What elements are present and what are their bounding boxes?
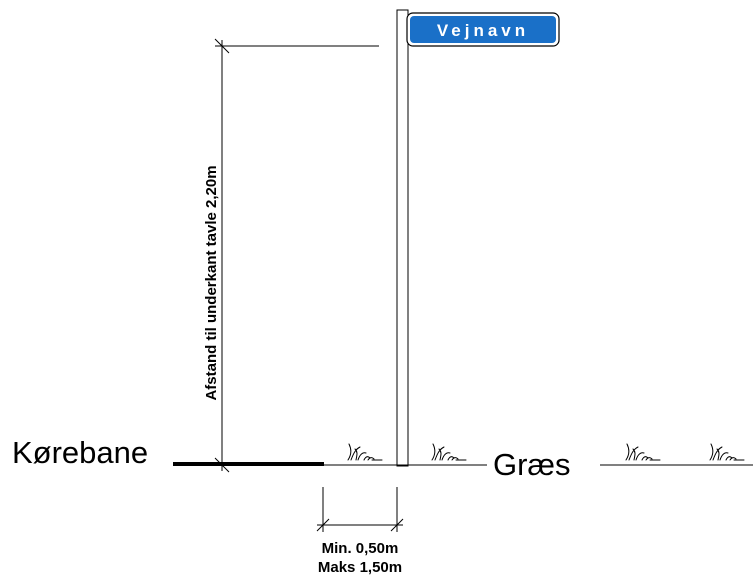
sign-face: [410, 16, 556, 43]
offset-dimension: Min. 0,50m Maks 1,50m: [316, 487, 404, 576]
sign-label: Vejnavn: [437, 21, 529, 40]
grass-tuft: [625, 443, 661, 461]
grass-tuft: [347, 443, 383, 461]
road-label: Kørebane: [12, 435, 148, 470]
tick: [316, 518, 330, 532]
pole: [396, 9, 409, 467]
offset-min-label: Min. 0,50m: [322, 540, 399, 557]
street-sign: Vejnavn: [406, 12, 560, 47]
grass-tuft: [431, 443, 467, 461]
grass-label: Græs: [493, 447, 571, 482]
height-label: Afstand til underkant tavle 2,20m: [203, 165, 220, 400]
tick: [214, 38, 230, 54]
offset-max-label: Maks 1,50m: [318, 559, 402, 576]
height-dimension: Afstand til underkant tavle 2,20m: [203, 38, 379, 473]
tick: [390, 518, 404, 532]
grass-tuft: [709, 443, 745, 461]
